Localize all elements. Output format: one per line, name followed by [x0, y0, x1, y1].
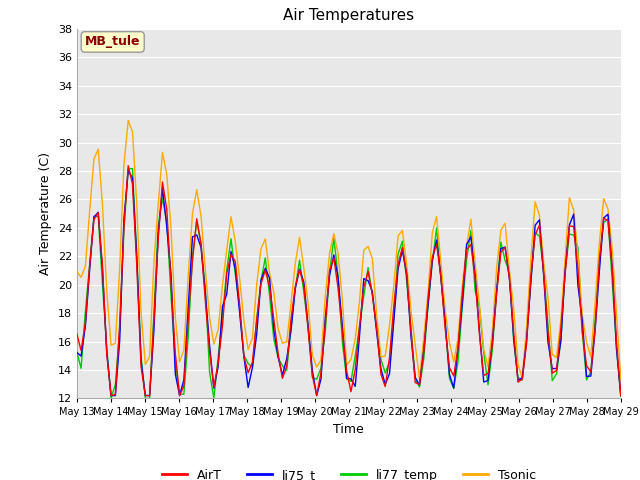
- Title: Air Temperatures: Air Temperatures: [284, 9, 414, 24]
- Text: MB_tule: MB_tule: [85, 36, 140, 48]
- X-axis label: Time: Time: [333, 423, 364, 436]
- Legend: AirT, li75_t, li77_temp, Tsonic: AirT, li75_t, li77_temp, Tsonic: [157, 464, 541, 480]
- Y-axis label: Air Temperature (C): Air Temperature (C): [39, 152, 52, 275]
